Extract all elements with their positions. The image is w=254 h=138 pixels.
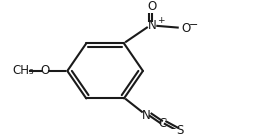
Text: −: −: [189, 20, 199, 30]
Text: +: +: [157, 16, 165, 25]
Text: CH₃: CH₃: [13, 64, 35, 77]
Text: S: S: [176, 124, 183, 137]
Text: O: O: [41, 64, 50, 77]
Text: N: N: [148, 18, 156, 32]
Text: O: O: [182, 22, 191, 35]
Text: N: N: [141, 109, 150, 122]
Text: O: O: [147, 0, 156, 13]
Text: C: C: [159, 117, 167, 130]
